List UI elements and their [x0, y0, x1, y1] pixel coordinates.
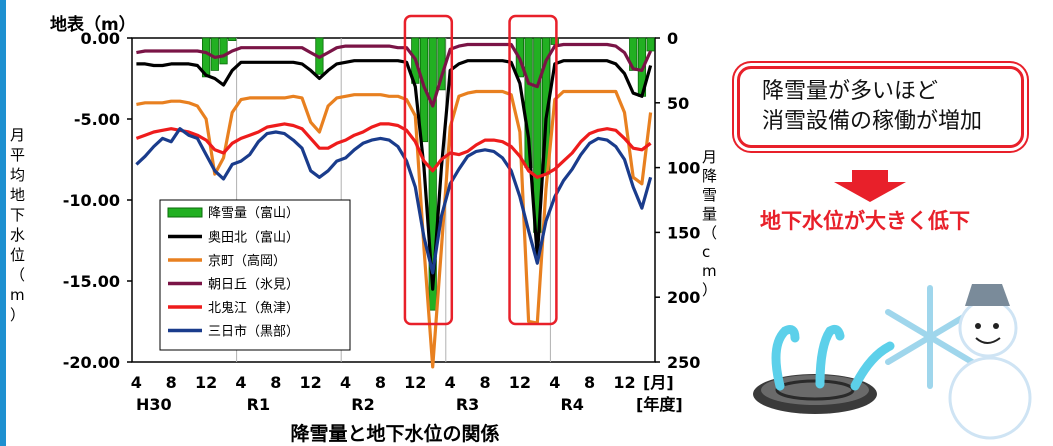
- snowfall-bar: [228, 37, 237, 41]
- x-month-tick-label: 12: [509, 373, 531, 392]
- y-left-tick-label: 0.00: [81, 29, 120, 48]
- x-year-label: H30: [136, 395, 172, 414]
- legend-entry-label: 京町（高岡）: [208, 253, 286, 269]
- y-left-axis-title: 月平均地下水位（ m）: [10, 126, 25, 324]
- snowfall-bar: [646, 37, 655, 52]
- legend-swatch: [167, 207, 203, 218]
- x-month-tick-label: 4: [131, 373, 142, 392]
- series-line-1: [136, 59, 653, 291]
- y-left-tick-label: -10.00: [63, 191, 120, 210]
- x-month-tick-label: 4: [235, 373, 246, 392]
- y-right-tick-label: 0: [667, 29, 678, 48]
- snowfall-bar: [550, 37, 559, 45]
- x-month-tick-label: 4: [549, 373, 560, 392]
- x-year-label: R4: [560, 395, 583, 414]
- callout-box: 降雪量が多いほど 消雪設備の稼働が増加: [737, 66, 1024, 148]
- x-month-tick-label: 12: [404, 373, 426, 392]
- x-month-tick-label: 4: [445, 373, 456, 392]
- x-month-tick-label: 8: [166, 373, 177, 392]
- x-month-unit: [月]: [643, 373, 674, 392]
- y-left-top-label: 地表（m）: [50, 14, 136, 35]
- x-month-tick-label: 8: [479, 373, 490, 392]
- x-year-unit: [年度]: [636, 395, 683, 414]
- y-right-tick-label: 250: [667, 353, 700, 372]
- x-month-tick-label: 12: [613, 373, 635, 392]
- y-left-tick-label: -5.00: [74, 110, 120, 129]
- legend-entry-label: 朝日丘（氷見）: [208, 278, 299, 293]
- x-month-tick-label: 8: [375, 373, 386, 392]
- x-month-tick-label: 8: [584, 373, 595, 392]
- snowfall-bar: [524, 37, 533, 169]
- legend-entry-label: 奥田北（富山）: [208, 230, 299, 246]
- snowfall-bar: [428, 37, 437, 311]
- y-right-tick-label: 50: [667, 94, 689, 113]
- x-month-tick-label: 12: [195, 373, 217, 392]
- legend-entry-label: 三日市（黒部）: [208, 324, 299, 340]
- chart-title: 降雪量と地下水位の関係: [290, 422, 499, 445]
- series-line-4: [135, 122, 652, 179]
- series-line-2: [136, 89, 653, 369]
- snowfall-bar: [219, 37, 228, 65]
- y-right-axis-title: 月降雪量（ c m）: [702, 148, 717, 299]
- series-line-5: [135, 127, 653, 275]
- x-year-label: R2: [351, 395, 374, 414]
- legend-box: [159, 199, 351, 351]
- highlight-box: [508, 14, 558, 326]
- down-arrow-icon: [834, 170, 906, 202]
- x-year-label: R1: [247, 395, 270, 414]
- x-year-label: R3: [456, 395, 479, 414]
- highlight-box: [403, 14, 454, 326]
- y-left-tick-label: -20.00: [63, 353, 120, 372]
- callout-line-2: 消雪設備の稼働が増加: [762, 109, 983, 134]
- series-line-3: [136, 42, 653, 108]
- result-text: 地下水位が大きく低下: [760, 209, 970, 233]
- y-right-tick-label: 100: [667, 159, 700, 178]
- legend-entry-label: 降雪量（富山）: [208, 205, 299, 221]
- x-month-tick-label: 8: [270, 373, 281, 392]
- callout-line-1: 降雪量が多いほど: [762, 79, 939, 104]
- x-month-tick-label: 4: [340, 373, 351, 392]
- legend-entry-label: 北鬼江（魚津）: [208, 300, 299, 316]
- y-right-tick-label: 150: [667, 223, 700, 242]
- snowman-manhole-illustration-icon: [753, 284, 1032, 440]
- left-frame-bar: [0, 0, 6, 446]
- y-right-tick-label: 200: [667, 288, 700, 307]
- y-left-tick-label: -15.00: [63, 272, 120, 291]
- x-month-tick-label: 12: [300, 373, 322, 392]
